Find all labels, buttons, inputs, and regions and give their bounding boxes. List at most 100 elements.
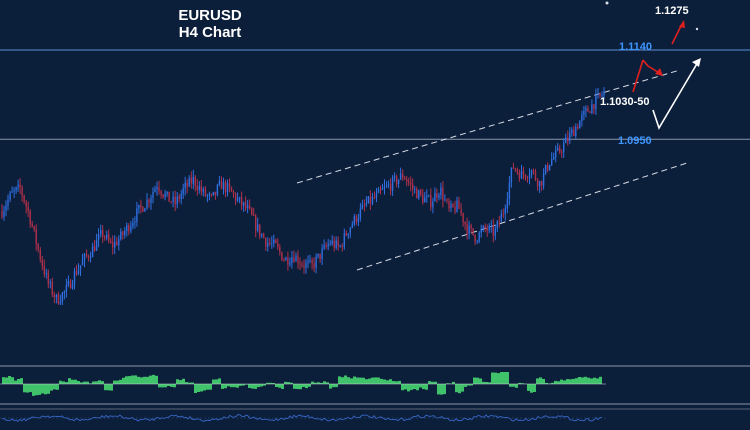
oscillator-bar — [266, 382, 269, 384]
oscillator-bar — [464, 384, 467, 387]
indicator-line — [1, 414, 603, 423]
oscillator-bar — [134, 375, 137, 384]
oscillator-bar — [500, 372, 503, 384]
candle-body — [164, 193, 166, 197]
candle-body — [220, 180, 223, 190]
candle-body — [305, 262, 307, 268]
oscillator-bar — [92, 381, 95, 384]
candle-body — [460, 208, 462, 213]
oscillator-bar — [197, 384, 200, 392]
candle-body — [311, 259, 313, 264]
candle-body — [341, 245, 343, 247]
candle-body — [454, 206, 456, 212]
chart-title: EURUSD — [178, 7, 242, 24]
candle-body — [17, 184, 19, 188]
candle-body — [104, 236, 106, 238]
candle-body — [514, 168, 517, 170]
candle-body — [25, 202, 27, 207]
oscillator-bar — [557, 381, 560, 384]
oscillator-bar — [86, 381, 89, 384]
candle-body — [526, 177, 529, 179]
candle-body — [452, 203, 454, 207]
candle-body — [89, 257, 92, 258]
candle-body — [331, 240, 333, 244]
candle-body — [273, 239, 275, 244]
candle-body — [59, 301, 62, 304]
candle-body — [426, 195, 428, 198]
oscillator-bar — [116, 380, 119, 384]
candle-body — [571, 129, 573, 134]
oscillator-bar — [305, 384, 308, 389]
oscillator-bar — [575, 378, 578, 384]
candle-body — [95, 240, 98, 251]
candle-body — [559, 147, 561, 153]
candle-body — [29, 211, 31, 224]
candle-body — [325, 245, 327, 247]
candle-body — [420, 190, 422, 195]
candle-body — [228, 183, 231, 188]
oscillator-bar — [230, 384, 233, 388]
candle-body — [458, 200, 460, 209]
candle-body — [593, 104, 595, 110]
candle-body — [166, 191, 168, 194]
oscillator-bar — [215, 379, 218, 384]
oscillator-bar — [392, 381, 395, 384]
candle-body — [438, 194, 440, 198]
oscillator-bar — [494, 372, 497, 384]
oscillator-bar — [566, 379, 569, 384]
oscillator-bar — [311, 381, 314, 384]
oscillator-bar — [38, 384, 41, 395]
candle-body — [399, 173, 402, 180]
oscillator-bar — [32, 384, 35, 396]
candle-body — [248, 205, 251, 209]
candle-body — [230, 187, 233, 192]
scenario-arrows — [605, 1, 701, 130]
level-label-2: 1.1140 — [619, 41, 653, 53]
candle-body — [567, 137, 569, 141]
candle-body — [349, 227, 351, 234]
oscillator-bar — [404, 384, 407, 390]
candle-body — [482, 226, 484, 230]
candle-body — [418, 190, 420, 199]
candle-body — [450, 203, 452, 209]
oscillator-bar — [377, 377, 380, 384]
candle-body — [542, 173, 545, 186]
oscillator-bar — [143, 376, 146, 384]
oscillator-bar — [347, 377, 350, 384]
candle-body — [122, 231, 124, 235]
candle-body — [13, 190, 15, 192]
candle-body — [540, 181, 543, 186]
candle-body — [468, 225, 470, 235]
oscillator-bar — [80, 382, 83, 384]
candle-body — [240, 197, 243, 206]
candle-body — [224, 182, 227, 193]
oscillator-bar — [584, 376, 587, 384]
candle-body — [387, 184, 390, 186]
candle-body — [462, 213, 464, 223]
oscillator-bar — [476, 377, 479, 384]
oscillator-bar — [323, 381, 326, 384]
oscillator-bar — [95, 381, 98, 384]
oscillator-bar — [521, 383, 524, 384]
candle-body — [200, 186, 202, 192]
oscillator-bar — [29, 384, 32, 393]
oscillator-bar — [458, 384, 461, 394]
candle-body — [551, 159, 553, 165]
candle-body — [583, 110, 585, 115]
candle-body — [188, 177, 190, 187]
oscillator-bar — [365, 379, 368, 384]
candle-body — [329, 243, 331, 245]
oscillator-bar — [320, 382, 323, 384]
oscillator-bar — [572, 378, 575, 384]
candle-body — [43, 265, 45, 274]
oscillator-bar — [386, 380, 389, 384]
candle-body — [536, 179, 539, 187]
oscillator-bar — [170, 384, 173, 387]
candle-body — [126, 225, 128, 231]
candle-body — [585, 108, 587, 111]
candle-body — [146, 199, 148, 209]
candle-body — [599, 93, 601, 96]
oscillator-bar — [380, 378, 383, 384]
candle-body — [416, 188, 418, 199]
candle-body — [371, 196, 374, 204]
